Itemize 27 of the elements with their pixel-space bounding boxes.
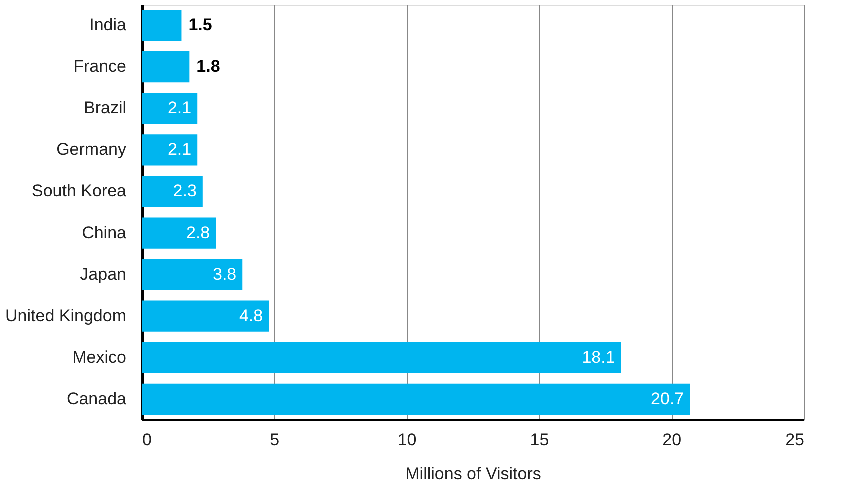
data-label: 3.8 bbox=[212, 264, 237, 284]
x-tick-label: 25 bbox=[786, 430, 804, 450]
y-tick-label: France bbox=[74, 57, 126, 76]
data-label: 4.8 bbox=[239, 306, 264, 326]
y-tick-label: Germany bbox=[56, 140, 127, 160]
data-label: 1.5 bbox=[188, 16, 212, 35]
y-tick-label: South Korea bbox=[32, 182, 128, 201]
x-axis-title: Millions of Visitors bbox=[406, 464, 542, 484]
y-tick-label: Canada bbox=[66, 389, 128, 408]
data-label: 2.1 bbox=[168, 140, 192, 160]
data-label: 20.7 bbox=[651, 389, 684, 408]
data-label: 2.3 bbox=[173, 182, 197, 201]
data-label: 18.1 bbox=[582, 348, 616, 367]
y-tick-label: China bbox=[82, 223, 128, 242]
y-tick-label: Brazil bbox=[84, 98, 126, 118]
y-tick-label: Japan bbox=[80, 264, 126, 284]
x-tick-label: 10 bbox=[398, 430, 417, 450]
data-label: 1.8 bbox=[196, 57, 220, 76]
x-tick-label: 15 bbox=[530, 430, 550, 450]
y-tick-label: India bbox=[90, 16, 128, 35]
y-tick-label: Mexico bbox=[72, 348, 126, 367]
y-tick-label: United Kingdom bbox=[6, 306, 126, 326]
data-label: 2.1 bbox=[168, 98, 192, 118]
data-label: 2.8 bbox=[186, 223, 210, 242]
x-tick-label: 0 bbox=[142, 430, 152, 450]
x-tick-label: 20 bbox=[662, 430, 682, 450]
x-tick-label: 5 bbox=[270, 430, 280, 450]
